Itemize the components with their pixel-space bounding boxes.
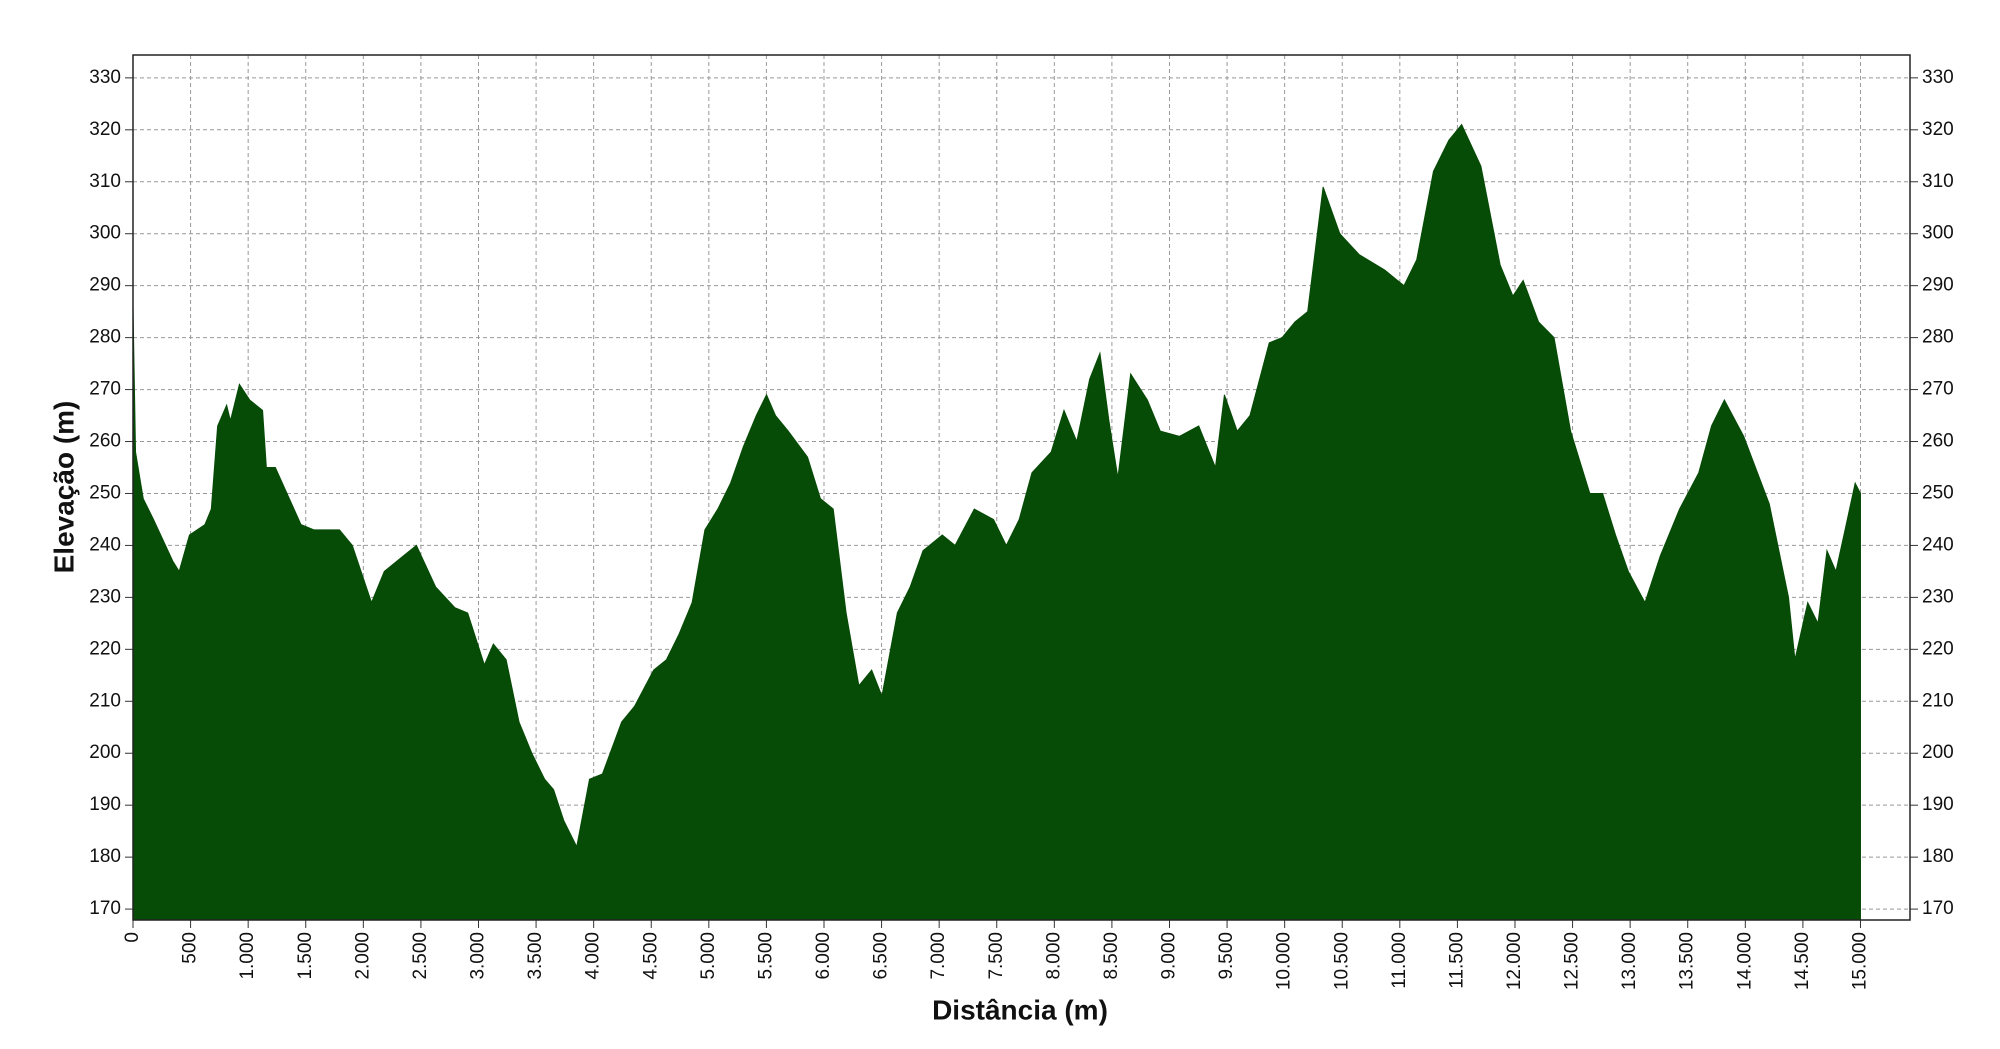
x-tick-label: 14.000 [1734,932,1755,990]
x-tick-label: 12.000 [1504,932,1525,990]
y-tick-label: 230 [89,586,121,607]
y-tick-label: 210 [89,690,121,711]
x-tick-label: 10.000 [1274,932,1295,990]
y-tick-label-right: 260 [1922,431,1954,452]
x-tick-label: 8.500 [1101,932,1122,980]
y-tick-label-right: 220 [1922,638,1954,659]
y-tick-label-right: 290 [1922,275,1954,296]
x-tick-label: 12.500 [1562,932,1583,990]
y-tick-label: 270 [89,379,121,400]
y-tick-label-right: 330 [1922,67,1954,88]
y-tick-label: 310 [89,171,121,192]
y-tick-label-right: 170 [1922,898,1954,919]
x-tick-label: 8.000 [1043,932,1064,980]
x-tick-label: 6.500 [871,932,892,980]
y-tick-label: 250 [89,482,121,503]
y-tick-label-right: 310 [1922,171,1954,192]
x-tick-label: 11.500 [1446,932,1467,989]
y-tick-label: 330 [89,67,121,88]
x-tick-label: 3.500 [525,932,546,980]
y-tick-label: 170 [89,898,121,919]
x-tick-label: 11.000 [1389,932,1410,989]
y-tick-label: 240 [89,534,121,555]
x-tick-label: 4.500 [640,932,661,980]
x-tick-label: 2.000 [352,932,373,980]
x-tick-label: 10.500 [1331,932,1352,990]
y-tick-label-right: 320 [1922,119,1954,140]
x-tick-label: 0 [122,932,143,943]
y-tick-label: 180 [89,846,121,867]
y-tick-label-right: 180 [1922,846,1954,867]
x-tick-label: 1.500 [295,932,316,980]
y-tick-label: 190 [89,794,121,815]
x-tick-label: 7.000 [928,932,949,980]
y-tick-label-right: 300 [1922,223,1954,244]
y-tick-label: 220 [89,638,121,659]
y-tick-label-right: 200 [1922,742,1954,763]
x-tick-label: 7.500 [986,932,1007,980]
x-tick-label: 500 [180,932,201,964]
x-tick-label: 13.000 [1619,932,1640,990]
x-tick-label: 6.000 [813,932,834,980]
x-tick-label: 4.000 [583,932,604,980]
y-tick-label: 200 [89,742,121,763]
x-tick-label: 5.000 [698,932,719,980]
x-tick-label: 14.500 [1792,932,1813,990]
y-tick-label: 300 [89,223,121,244]
x-tick-label: 1.000 [237,932,258,980]
y-tick-label: 320 [89,119,121,140]
y-tick-label: 280 [89,327,121,348]
x-tick-label: 13.500 [1677,932,1698,990]
elevation-area [132,123,1861,921]
y-tick-label-right: 190 [1922,794,1954,815]
x-tick-label: 5.500 [755,932,776,980]
y-tick-label: 290 [89,275,121,296]
x-tick-label: 2.500 [410,932,431,980]
y-axis-title: Elevação (m) [48,401,79,574]
x-tick-label: 15.000 [1849,932,1870,990]
y-tick-label-right: 270 [1922,379,1954,400]
y-tick-label-right: 230 [1922,586,1954,607]
x-tick-label: 9.500 [1216,932,1237,980]
x-tick-label: 9.000 [1159,932,1180,980]
x-tick-label: 3.000 [468,932,489,980]
y-tick-label-right: 240 [1922,534,1954,555]
y-tick-label-right: 280 [1922,327,1954,348]
y-tick-label: 260 [89,431,121,452]
plot-border [132,54,1911,921]
y-tick-label-right: 250 [1922,482,1954,503]
x-axis-title: Distância (m) [932,994,1108,1025]
y-tick-label-right: 210 [1922,690,1954,711]
